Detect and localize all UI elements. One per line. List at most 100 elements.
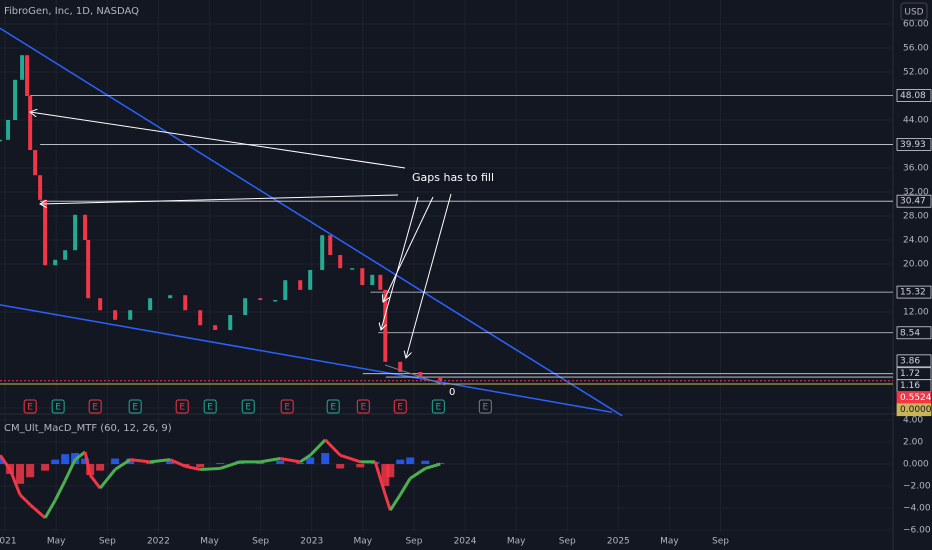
x-tick-label: May (47, 537, 66, 547)
earnings-marker (326, 399, 340, 414)
macd-line (130, 458, 151, 464)
arrow (30, 112, 406, 169)
macd-line (53, 479, 67, 502)
y-tick-label: 4.00 (903, 416, 923, 426)
x-tick-label: Sep (99, 537, 116, 547)
macd-line (149, 458, 171, 464)
histogram-bar (396, 459, 405, 465)
histogram-bar (216, 462, 225, 465)
macd-line (339, 453, 361, 464)
arrow (40, 194, 399, 204)
candle (148, 298, 153, 311)
histogram-bar (61, 454, 70, 465)
candle (338, 255, 343, 269)
price-label: 15.32 (900, 288, 926, 298)
macd-line (63, 458, 77, 482)
candle (25, 55, 30, 97)
earnings-label: E (92, 403, 98, 413)
y-tick-label: 0.000 (903, 460, 929, 470)
macd-line (424, 462, 441, 470)
indicator-title: CM_Ult_MacD_MTF (60, 12, 26, 9) (4, 423, 172, 434)
candle (63, 250, 68, 260)
x-tick-label: Sep (712, 537, 729, 547)
candle (83, 214, 88, 241)
histogram-bar (421, 460, 430, 465)
macd-line (83, 451, 92, 476)
candle (308, 270, 313, 290)
candle (283, 280, 288, 301)
earnings-marker (23, 399, 37, 414)
x-tick-label: 2023 (300, 537, 323, 547)
histogram-bar (146, 461, 155, 465)
price-label: 0.0000 (900, 405, 932, 415)
macd-line (219, 460, 241, 470)
earnings-label: E (397, 403, 403, 413)
price-label-box (896, 89, 932, 102)
candle (418, 372, 423, 379)
candle (43, 199, 48, 266)
price-label: 48.08 (900, 91, 926, 101)
macd-line (114, 458, 132, 471)
candle (328, 235, 333, 256)
symbol-title: FibroGen, Inc, 1D, NASDAQ (4, 6, 139, 17)
price-label: 3.86 (900, 356, 920, 366)
earnings-marker (478, 399, 492, 414)
histogram-bar (196, 464, 205, 468)
y-tick-label: 44.00 (903, 116, 929, 126)
earnings-label: E (482, 403, 488, 413)
candle (0, 139, 2, 142)
price-label: 30.47 (900, 197, 926, 207)
candle (360, 268, 365, 286)
candle (370, 274, 375, 286)
currency-button[interactable] (900, 2, 928, 21)
earnings-label: E (179, 403, 185, 413)
candle (378, 274, 383, 290)
earnings-marker (431, 399, 445, 414)
x-tick-label: May (660, 537, 679, 547)
currency[interactable]: USD (904, 8, 923, 18)
histogram-bar (41, 464, 50, 471)
macd-line (200, 466, 221, 472)
macd-line (373, 461, 387, 496)
x-tick-label: May (354, 537, 373, 547)
pitchfork-line (384, 364, 446, 386)
x-tick-label: May (200, 537, 219, 547)
candle (320, 235, 325, 271)
histogram-bar (381, 464, 390, 487)
price-label: 1.72 (900, 369, 920, 379)
candle (98, 298, 103, 311)
earnings-marker (356, 399, 370, 414)
y-tick-label: 60.00 (903, 20, 929, 30)
earnings-marker (88, 399, 102, 414)
y-tick-label: 20.00 (903, 260, 929, 270)
macd-line (184, 464, 201, 472)
histogram-bar (166, 460, 175, 465)
candle (38, 175, 43, 200)
price-label-box (896, 354, 932, 368)
trendline (0, 304, 613, 413)
macd-line (398, 477, 412, 496)
histogram-bar (321, 453, 330, 465)
y-tick-label: 12.00 (903, 308, 929, 318)
x-tick-label: May (507, 537, 526, 547)
macd-line (409, 467, 427, 480)
candle (438, 378, 443, 381)
macd-line (74, 450, 87, 461)
price-label: 0.5524 (900, 393, 932, 403)
candle (298, 280, 303, 290)
price-label: 1.16 (900, 381, 920, 391)
histogram-bar (406, 457, 415, 465)
x-tick-label: Sep (405, 537, 422, 547)
histogram-bar (26, 464, 35, 478)
candle (20, 55, 25, 80)
candle (6, 120, 11, 140)
earnings-marker (280, 399, 294, 414)
earnings-marker (175, 399, 189, 414)
histogram-bar (336, 464, 345, 469)
trendline (0, 27, 623, 417)
arrow (381, 196, 419, 330)
price-label-box (896, 403, 932, 417)
candle (28, 96, 33, 151)
candle (228, 315, 233, 331)
